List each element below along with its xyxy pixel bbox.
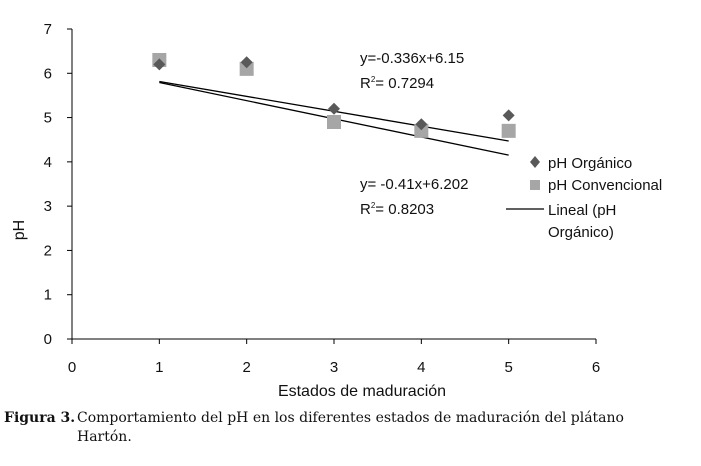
trendline-r2-convencional: R2= 0.8203 <box>360 201 434 218</box>
r2-superscript: 2 <box>371 201 376 210</box>
legend-marker-convencional <box>530 180 540 190</box>
y-axis-ticks: 0 1 2 3 4 5 6 7 <box>44 21 72 348</box>
r2-symbol: R <box>360 201 371 218</box>
legend-label-trendline-line2: Orgánico) <box>548 224 614 241</box>
legend-marker-organico <box>530 156 540 168</box>
figure-caption: Figura 3. Comportamiento del pH en los d… <box>4 409 698 445</box>
data-points <box>152 53 516 138</box>
y-tick-label: 7 <box>44 21 52 38</box>
r2-value: = 0.7294 <box>375 75 434 92</box>
point-organico <box>502 109 515 122</box>
trendline-r2-organico: R2= 0.7294 <box>360 75 434 92</box>
caption-body: Comportamiento del pH en los diferentes … <box>77 409 697 466</box>
x-tick-label: 3 <box>330 359 338 376</box>
caption-line-1: Comportamiento del pH en los diferentes … <box>77 410 624 426</box>
y-tick-label: 4 <box>44 154 52 171</box>
point-organico <box>328 102 340 115</box>
x-tick-label: 6 <box>592 359 600 376</box>
r2-superscript: 2 <box>371 75 376 84</box>
y-tick-label: 5 <box>44 110 52 127</box>
caption-line-2: Hartón. <box>77 429 132 445</box>
r2-symbol: R <box>360 75 371 92</box>
point-convencional <box>239 61 254 76</box>
legend-label-organico: pH Orgánico <box>548 155 632 172</box>
x-tick-label: 5 <box>504 359 512 376</box>
y-tick-label: 1 <box>44 287 52 304</box>
legend-label-convencional: pH Convencional <box>548 177 662 194</box>
x-tick-label: 4 <box>417 359 425 376</box>
legend-label-trendline-line1: Lineal (pH <box>548 202 616 219</box>
point-organico <box>153 58 166 71</box>
y-tick-label: 2 <box>44 242 52 259</box>
trendline-equation-organico: y=-0.336x+6.15 <box>360 50 464 67</box>
trendline-equation-convencional: y= -0.41x+6.202 <box>360 176 468 193</box>
point-convencional <box>327 115 341 129</box>
x-axis-title: Estados de maduración <box>278 383 446 400</box>
y-axis-title: pH <box>11 220 28 240</box>
y-tick-label: 3 <box>44 198 52 215</box>
legend: pH Orgánico pH Convencional Lineal (pH O… <box>506 155 662 241</box>
r2-value: = 0.8203 <box>375 201 434 218</box>
point-convencional <box>414 123 429 138</box>
y-tick-label: 0 <box>44 331 52 348</box>
point-convencional <box>501 123 516 138</box>
y-tick-label: 6 <box>44 65 52 82</box>
x-tick-label: 2 <box>242 359 250 376</box>
x-axis-ticks: 0 1 2 3 4 5 6 <box>68 339 600 376</box>
point-organico <box>415 118 428 131</box>
x-tick-label: 1 <box>155 359 163 376</box>
point-organico <box>240 56 253 69</box>
caption-label: Figura 3. <box>4 410 76 426</box>
x-tick-label: 0 <box>68 359 76 376</box>
